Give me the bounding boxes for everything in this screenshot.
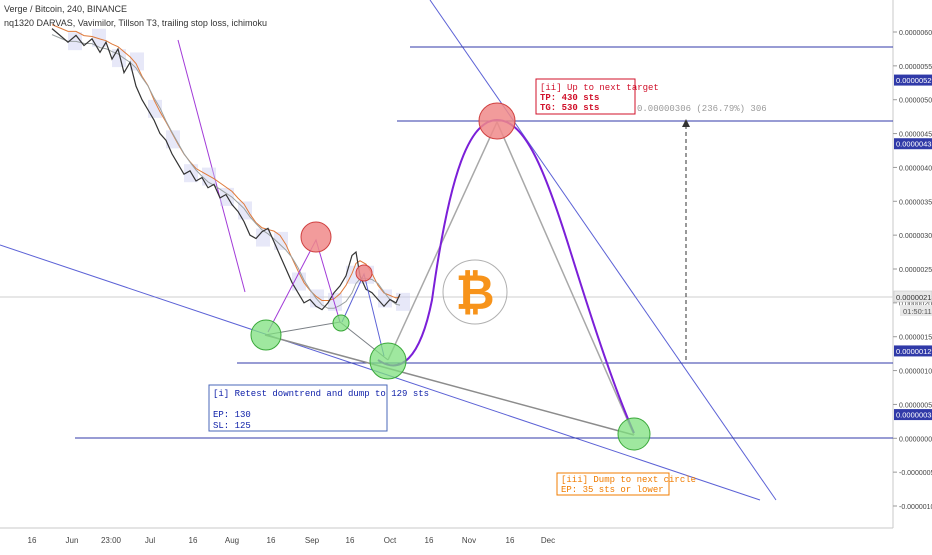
annotation-ii[interactable]: [ii] Up to next target TP: 430 sts TG: 5…	[535, 78, 659, 115]
annotation-iii-line-1: [iii] Dump to next circle	[561, 475, 696, 485]
annotation-iii[interactable]: [iii] Dump to next circle EP: 35 sts or …	[556, 472, 696, 496]
green-circle-i	[369, 342, 407, 380]
annotation-i-line-3: EP: 130	[213, 410, 251, 420]
price-series-line	[51, 28, 401, 311]
gray-projection-line	[264, 334, 635, 436]
time-tick-label: Dec	[541, 536, 555, 545]
red-circle-top	[300, 221, 332, 253]
darvas-box	[130, 52, 144, 71]
price-level-badges: 0.00000529 0.00000435 0.00000129 0.00000035	[894, 74, 932, 421]
time-tick-label: 16	[267, 536, 276, 545]
measure-arrowhead	[682, 119, 690, 127]
level-badge-text: 0.00000035	[896, 411, 932, 420]
green-circle-small	[332, 314, 350, 332]
darvas-box	[274, 231, 288, 250]
level-badge	[894, 138, 932, 150]
annotation-i[interactable]: [i] Retest downtrend and dump to 129 sts…	[208, 384, 429, 432]
darvas-box	[166, 130, 180, 149]
annotation-ii-line-1: [ii] Up to next target	[540, 83, 659, 93]
time-tick-label: 16	[189, 536, 198, 545]
red-circle-ii	[478, 102, 516, 140]
annotation-ii-line-3: TG: 530 sts	[540, 103, 599, 113]
level-badge-text: 0.00000529	[896, 76, 932, 85]
red-circle-small	[355, 264, 373, 282]
trailing-stop-line	[51, 34, 401, 309]
countdown-text: 01:50:11	[903, 307, 932, 316]
time-tick-label: Oct	[384, 536, 397, 545]
level-badge-text: 0.00000129	[896, 347, 932, 356]
darvas-box	[92, 28, 106, 47]
gray-line-to-ii	[387, 121, 498, 361]
price-tick-label: 0.00000000	[899, 436, 932, 443]
level-badge	[894, 409, 932, 421]
time-tick-label: 16	[346, 536, 355, 545]
annotation-i-line-1: [i] Retest downtrend and dump to 129 sts	[213, 389, 429, 399]
indicator-list: nq1320 DARVAS, Vavimilor, Tillson T3, tr…	[4, 18, 267, 28]
level-badge	[894, 74, 932, 86]
time-tick-label: Nov	[462, 536, 476, 545]
annotation-ii-line-2: TP: 430 sts	[540, 93, 599, 103]
time-tick-label: 16	[425, 536, 434, 545]
time-tick-label: 16	[506, 536, 515, 545]
time-tick-label: Jul	[145, 536, 155, 545]
level-badge-text: 0.00000435	[896, 140, 932, 149]
level-badge	[894, 345, 932, 357]
moving-average-line	[51, 24, 401, 302]
upper-trendline	[429, 0, 777, 501]
time-tick-label: Aug	[225, 536, 239, 545]
darvas-box	[202, 167, 216, 186]
chart-title: Verge / Bitcoin, 240, BINANCE	[4, 4, 127, 14]
darvas-box	[396, 292, 410, 311]
time-tick-label: Sep	[305, 536, 320, 545]
annotation-i-line-4: SL: 125	[213, 421, 251, 431]
annotation-iii-line-2: EP: 35 sts or lower	[561, 485, 664, 495]
time-axis[interactable]: 16 Jun 23:00 Jul 16 Aug 16 Sep 16 Oct 16 Nov 16 Dec	[28, 536, 556, 545]
current-price-text: 0.00000213	[896, 293, 932, 302]
green-circle-iii	[617, 417, 651, 451]
time-tick-label: 16	[28, 536, 37, 545]
svg-text:₿: ₿	[455, 267, 494, 320]
time-tick-label: 23:00	[101, 536, 122, 545]
darvas-box	[148, 99, 162, 118]
measure-label: 0.00000306 (236.79%) 306	[637, 104, 767, 114]
gray-line-to-iii	[496, 121, 635, 436]
downtrend-line	[177, 39, 246, 293]
time-tick-label: Jun	[66, 536, 79, 545]
bitcoin-icon: ₿	[442, 259, 508, 325]
current-price-badge: 0.00000213 01:50:11	[893, 290, 932, 316]
green-circle-entry	[250, 319, 282, 351]
